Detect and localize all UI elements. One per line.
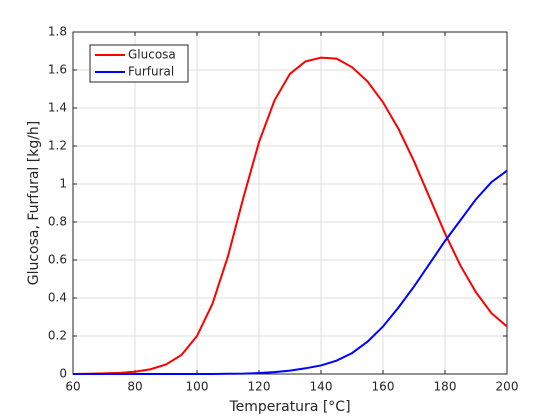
legend-label: Glucosa [128,48,176,62]
y-tick-label: 1.6 [48,63,67,77]
x-tick-label: 140 [310,380,333,394]
x-tick-label: 80 [127,380,142,394]
y-axis-label: Glucosa, Furfural [kg/h] [26,121,42,286]
x-tick-label: 200 [496,380,519,394]
x-tick-label: 180 [434,380,457,394]
y-tick-label: 0.6 [48,253,67,267]
y-tick-label: 1.4 [48,101,67,115]
x-tick-label: 100 [186,380,209,394]
legend-label: Furfural [128,65,174,79]
legend-box [89,44,189,83]
line-series [73,169,508,375]
y-tick-label: 0 [59,367,67,381]
x-tick-label: 120 [248,380,271,394]
x-axis-label: Temperatura [°C] [228,399,350,415]
x-tick-label: 60 [65,380,80,394]
axes-box [72,31,508,375]
line-series [72,56,508,375]
y-tick-label: 1.8 [48,25,67,39]
y-tick-label: 0.2 [48,329,67,343]
plot-area [73,32,507,374]
x-tick-label: 160 [372,380,395,394]
y-tick-label: 0.8 [48,215,67,229]
y-tick-label: 1 [59,177,67,191]
y-tick-label: 1.2 [48,139,67,153]
y-tick-label: 0.4 [48,291,67,305]
